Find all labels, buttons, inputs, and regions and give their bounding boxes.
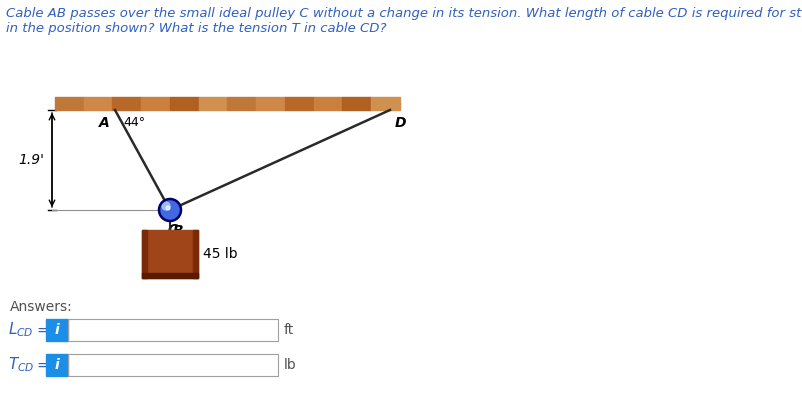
Bar [112,97,141,110]
Bar [256,97,285,110]
Bar [227,97,256,110]
Text: B: B [172,224,184,238]
Bar [55,97,83,110]
Text: D: D [395,116,406,130]
Text: Answers:: Answers: [10,300,73,314]
Text: $T_{CD}$: $T_{CD}$ [8,356,34,374]
Text: in the position shown? What is the tension T in cable CD?: in the position shown? What is the tensi… [6,22,386,35]
Circle shape [159,199,180,221]
Text: ft: ft [284,323,294,337]
Bar [170,97,199,110]
Text: =: = [36,357,49,372]
Bar [46,354,68,376]
Bar [68,354,277,376]
Bar [314,97,342,110]
Circle shape [166,206,170,210]
Bar [371,97,399,110]
Circle shape [162,202,170,210]
Text: i: i [55,323,59,337]
Text: lb: lb [284,358,297,372]
Bar [285,97,314,110]
Bar [83,97,112,110]
Text: C: C [168,223,178,237]
Bar [68,319,277,341]
Bar [142,230,147,278]
Bar [46,319,68,341]
Text: $L_{CD}$: $L_{CD}$ [8,321,34,339]
Bar [141,97,170,110]
Bar [142,273,198,278]
Text: 44°: 44° [123,116,145,129]
Text: i: i [55,358,59,372]
Text: 1.9': 1.9' [18,153,44,167]
Bar [199,97,227,110]
Text: Cable AB passes over the small ideal pulley C without a change in its tension. W: Cable AB passes over the small ideal pul… [6,7,802,20]
Text: A: A [99,116,110,130]
Text: =: = [36,322,49,337]
Bar [192,230,198,278]
Bar [142,230,198,278]
Text: 45 lb: 45 lb [203,247,237,261]
Bar [342,97,371,110]
